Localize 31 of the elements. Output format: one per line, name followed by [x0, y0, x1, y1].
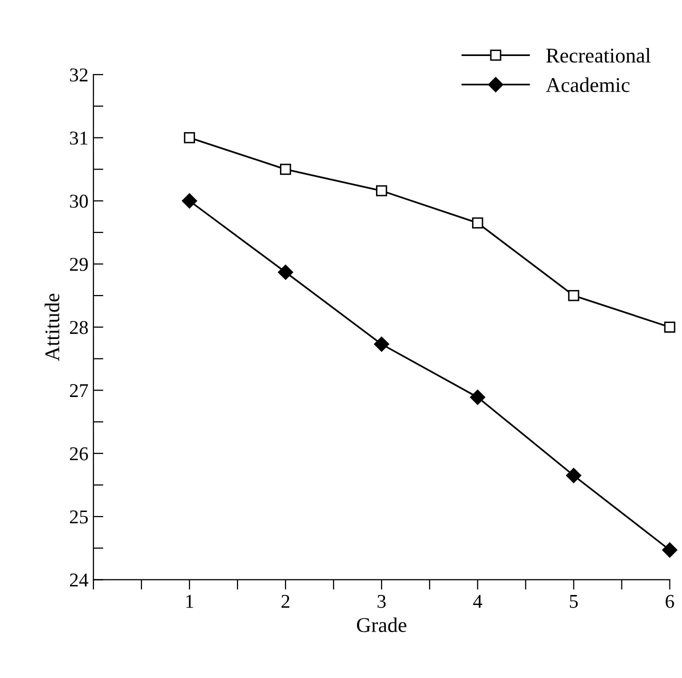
x-tick-label: 5 — [570, 595, 578, 608]
point — [182, 193, 198, 208]
point — [568, 290, 580, 302]
legend-label: Academic — [546, 77, 630, 92]
point — [566, 468, 582, 484]
legend-label: Recreational — [546, 48, 651, 63]
y-tick-label: 25 — [70, 510, 88, 524]
x-tick-label: 3 — [378, 594, 386, 608]
x-tick-label: 1 — [186, 594, 194, 608]
y-tick-label: 26 — [70, 447, 88, 460]
x-axis-title: Grade — [356, 617, 406, 632]
point — [664, 322, 676, 333]
point — [472, 217, 484, 229]
point — [376, 185, 388, 196]
point — [374, 336, 390, 352]
y-tick-label: 24 — [70, 574, 88, 586]
y-tick-label: 27 — [70, 384, 88, 398]
y-tick-label: 29 — [70, 258, 88, 271]
x-tick-label: 4 — [473, 594, 482, 608]
point — [662, 542, 678, 558]
y-tick-label: 28 — [70, 320, 88, 334]
point — [470, 390, 486, 405]
x-tick-label: 2 — [282, 594, 290, 608]
y-axis-title: Attitude — [44, 294, 60, 362]
point — [278, 264, 294, 280]
y-tick-label: 30 — [70, 194, 88, 208]
x-tick-label: 6 — [666, 594, 674, 608]
point — [280, 164, 292, 175]
y-tick-label: 31 — [70, 132, 88, 145]
point — [184, 132, 196, 144]
y-tick-label: 32 — [70, 68, 88, 82]
